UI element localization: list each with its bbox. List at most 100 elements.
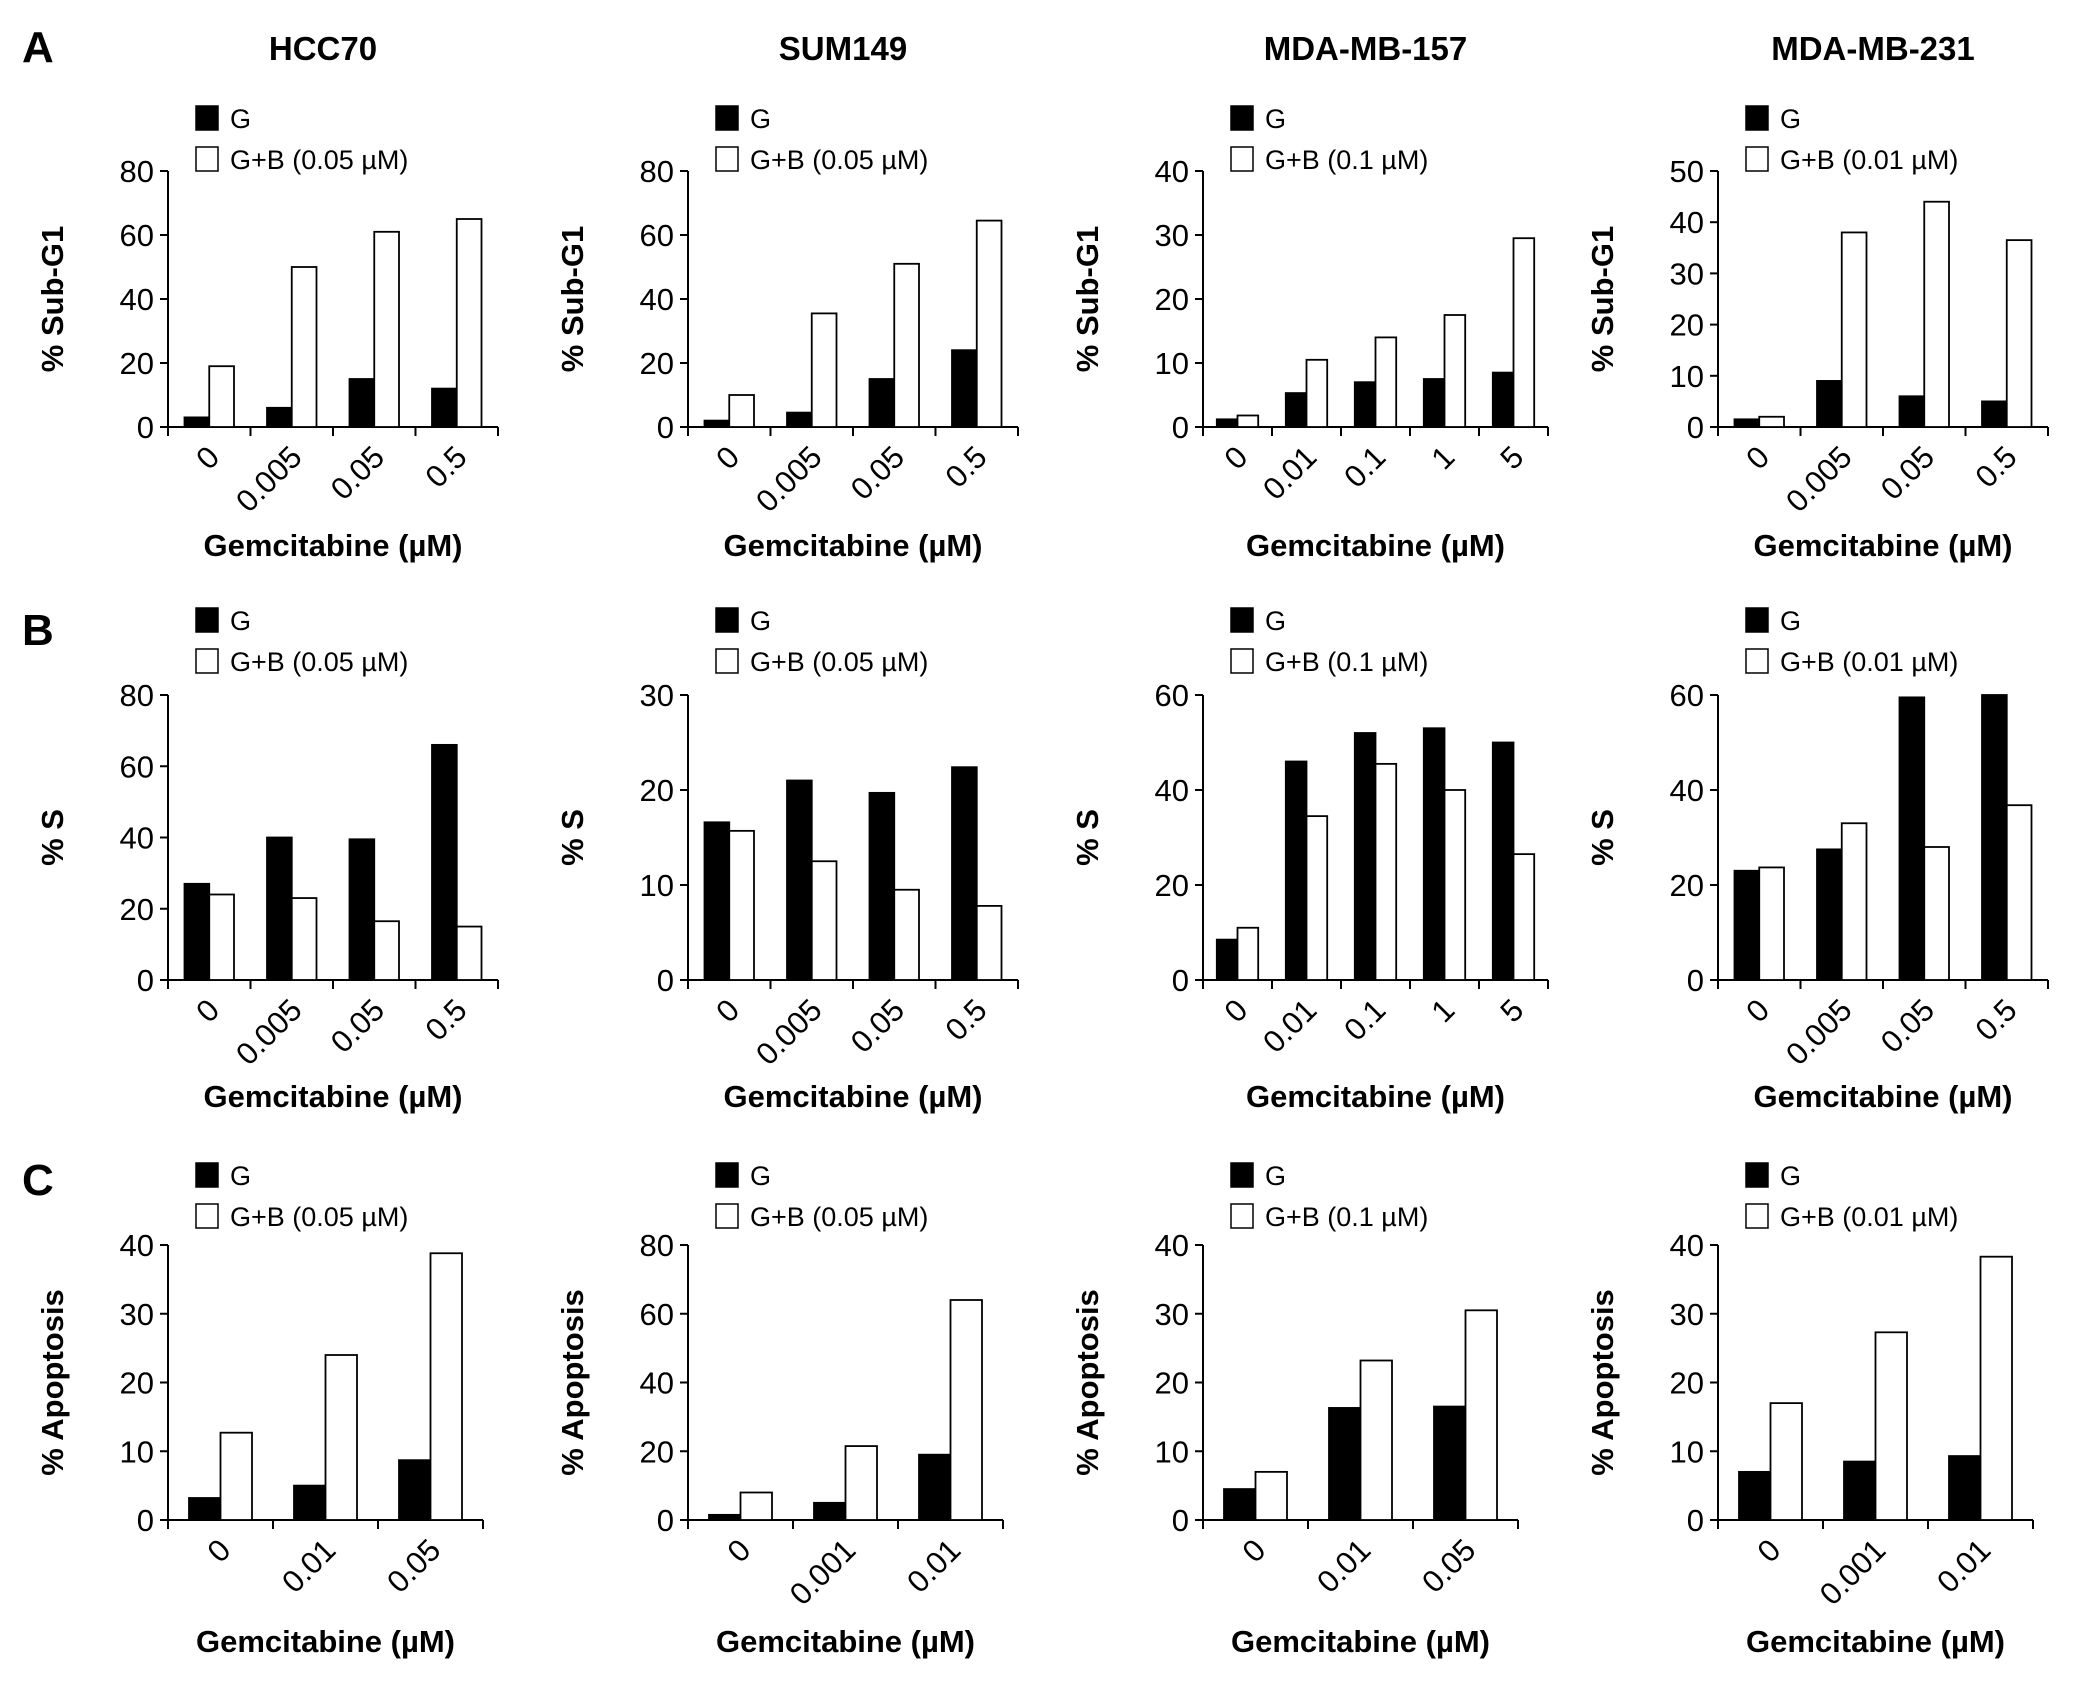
bar-g-0.005 bbox=[786, 411, 813, 428]
bar-gb-0.1 bbox=[1374, 336, 1398, 428]
x-tick-label: 0.1 bbox=[1337, 992, 1392, 1047]
x-axis-label: Gemcitabine (µM) bbox=[723, 528, 982, 563]
legend-label-g: G bbox=[750, 104, 771, 134]
y-tick-label: 0 bbox=[137, 1503, 154, 1538]
y-tick-label: 0 bbox=[657, 1503, 674, 1538]
y-tick-label: 40 bbox=[1670, 773, 1704, 808]
bar-g-0.01 bbox=[1948, 1455, 1982, 1521]
y-tick-label: 0 bbox=[1687, 1503, 1704, 1538]
legend-swatch-g bbox=[195, 105, 219, 131]
x-tick-label: 0.001 bbox=[783, 1532, 863, 1612]
y-tick-label: 20 bbox=[120, 1366, 154, 1401]
legend-label-g: G bbox=[230, 1161, 251, 1191]
bar-gb-0 bbox=[219, 1431, 253, 1521]
bar-gb-0 bbox=[1236, 926, 1260, 981]
bar-g-0 bbox=[703, 419, 731, 428]
x-axis-label: Gemcitabine (µM) bbox=[1753, 1079, 2012, 1114]
legend-label-gb: G+B (0.05 µM) bbox=[750, 1202, 928, 1232]
bar-g-0.005 bbox=[266, 836, 293, 981]
x-tick-label: 0.5 bbox=[418, 992, 473, 1047]
bar-gb-0.005 bbox=[810, 312, 838, 428]
y-tick-label: 30 bbox=[1155, 1297, 1189, 1332]
bar-gb-0 bbox=[1769, 1402, 1803, 1521]
bar-g-0 bbox=[183, 882, 211, 981]
bar-g-0.5 bbox=[951, 349, 978, 428]
x-tick-label: 0.001 bbox=[1813, 1532, 1893, 1612]
y-tick-label: 20 bbox=[640, 346, 674, 381]
legend-swatch-gb bbox=[715, 146, 739, 172]
y-tick-label: 10 bbox=[640, 868, 674, 903]
y-tick-label: 40 bbox=[1155, 773, 1189, 808]
bar-gb-0.005 bbox=[810, 860, 838, 981]
x-tick-label: 0.1 bbox=[1337, 439, 1392, 494]
x-tick-label: 0.5 bbox=[1968, 992, 2023, 1047]
legend-swatch-g bbox=[1745, 607, 1769, 633]
legend-label-gb: G+B (0.01 µM) bbox=[1780, 145, 1958, 175]
bar-g-0.01 bbox=[918, 1453, 952, 1521]
bar-g-0 bbox=[703, 821, 731, 981]
bar-gb-0 bbox=[208, 365, 235, 428]
bar-g-1 bbox=[1422, 727, 1446, 981]
legend-label-g: G bbox=[1780, 104, 1801, 134]
y-tick-label: 20 bbox=[640, 773, 674, 808]
y-tick-label: 80 bbox=[120, 154, 154, 189]
bar-g-0.1 bbox=[1353, 732, 1377, 981]
cell-line-title: MDA-MB-157 bbox=[1264, 30, 1468, 67]
legend-label-gb: G+B (0.1 µM) bbox=[1265, 145, 1428, 175]
bar-gb-1 bbox=[1443, 789, 1467, 981]
legend-label-g: G bbox=[1265, 606, 1286, 636]
bar-g-0.05 bbox=[398, 1459, 432, 1521]
bar-g-0.5 bbox=[431, 743, 458, 981]
bar-g-0.01 bbox=[293, 1484, 327, 1521]
x-tick-label: 0.05 bbox=[324, 992, 391, 1059]
y-tick-label: 30 bbox=[640, 678, 674, 713]
bar-g-5 bbox=[1491, 741, 1515, 981]
bar-g-0.05 bbox=[348, 838, 376, 981]
bar-g-0.005 bbox=[1816, 848, 1843, 981]
x-tick-label: 0 bbox=[1751, 1532, 1788, 1569]
y-axis-label: % S bbox=[555, 809, 590, 866]
legend-label-g: G bbox=[750, 1161, 771, 1191]
bar-gb-0 bbox=[739, 1491, 773, 1521]
legend-label-gb: G+B (0.05 µM) bbox=[750, 145, 928, 175]
bar-gb-0 bbox=[728, 829, 755, 981]
y-tick-label: 0 bbox=[1172, 963, 1189, 998]
legend-label-g: G bbox=[750, 606, 771, 636]
y-tick-label: 20 bbox=[1155, 282, 1189, 317]
panel-c-3: G G+B (0.1 µM) 0 10 20 30 40 % Apoptosis 0 0.01 0.… bbox=[1070, 1161, 1519, 1659]
panel-c-4: G G+B (0.01 µM) 0 10 20 30 40 % Apoptosis 0 0.001… bbox=[1585, 1161, 2034, 1659]
bar-gb-0.05 bbox=[1464, 1309, 1498, 1521]
legend-swatch-g bbox=[195, 1162, 219, 1188]
y-tick-label: 80 bbox=[640, 154, 674, 189]
y-tick-label: 40 bbox=[120, 821, 154, 856]
legend-swatch-gb bbox=[1230, 648, 1254, 674]
x-tick-label: 1 bbox=[1425, 992, 1462, 1029]
legend-label-gb: G+B (0.05 µM) bbox=[750, 647, 928, 677]
x-tick-label: 0.005 bbox=[749, 439, 829, 519]
x-axis-label: Gemcitabine (µM) bbox=[203, 528, 462, 563]
y-tick-label: 30 bbox=[1670, 256, 1704, 291]
bar-gb-0.05 bbox=[893, 262, 920, 428]
y-tick-label: 30 bbox=[1155, 218, 1189, 253]
bar-gb-0.01 bbox=[949, 1299, 983, 1521]
y-axis-label: % Sub-G1 bbox=[35, 226, 70, 372]
x-tick-label: 0.05 bbox=[1874, 439, 1941, 506]
bar-gb-0.05 bbox=[1923, 200, 1950, 428]
x-tick-label: 1 bbox=[1425, 439, 1462, 476]
x-axis-label: Gemcitabine (µM) bbox=[1753, 528, 2012, 563]
y-tick-label: 80 bbox=[120, 678, 154, 713]
y-axis-label: % Apoptosis bbox=[1585, 1289, 1620, 1476]
y-tick-label: 40 bbox=[120, 282, 154, 317]
x-tick-label: 0.01 bbox=[1930, 1532, 1997, 1599]
legend-swatch-gb bbox=[195, 648, 219, 674]
x-tick-label: 0.01 bbox=[1310, 1532, 1377, 1599]
y-tick-label: 0 bbox=[1687, 963, 1704, 998]
x-axis-label: Gemcitabine (µM) bbox=[196, 1624, 455, 1659]
y-tick-label: 30 bbox=[120, 1297, 154, 1332]
bar-gb-0.5 bbox=[455, 925, 483, 981]
x-tick-label: 0.05 bbox=[324, 439, 391, 506]
x-tick-label: 0 bbox=[201, 1532, 238, 1569]
y-tick-label: 20 bbox=[1155, 868, 1189, 903]
